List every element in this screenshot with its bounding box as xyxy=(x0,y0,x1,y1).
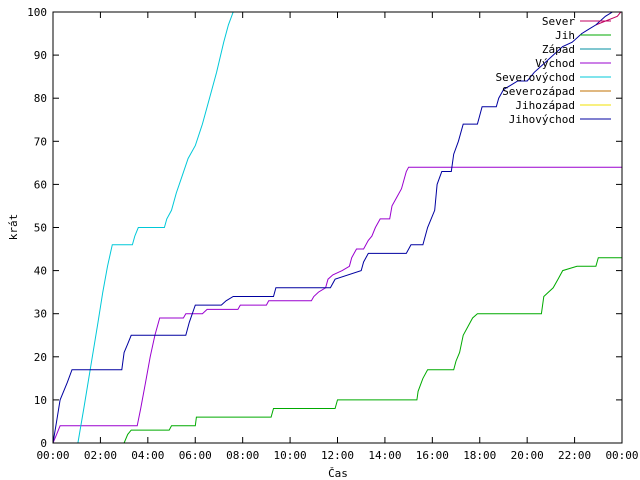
x-tick-label: 06:00 xyxy=(179,449,212,462)
x-tick-label: 16:00 xyxy=(416,449,449,462)
x-tick-label: 10:00 xyxy=(274,449,307,462)
x-tick-label: 08:00 xyxy=(226,449,259,462)
series-line-8 xyxy=(53,12,613,443)
x-tick-label: 00:00 xyxy=(36,449,69,462)
series-group xyxy=(53,12,622,443)
legend-label-7: Jihozápad xyxy=(515,99,575,112)
legend-label-2: Jih xyxy=(555,29,575,42)
y-tick-label: 30 xyxy=(34,308,47,321)
y-tick-label: 90 xyxy=(34,49,47,62)
legend-label-3: Západ xyxy=(542,43,575,56)
axis-layer: 00:00 02:00 04:00 06:00 08:00 10:00 12:00 14:00… xyxy=(27,6,638,462)
series-layer xyxy=(53,12,622,443)
y-tick-label: 0 xyxy=(40,437,47,450)
legend-label-1: Sever xyxy=(542,15,575,28)
x-tick-label: 20:00 xyxy=(511,449,544,462)
legend-label-5: Severovýchod xyxy=(496,71,575,84)
y-tick-label: 10 xyxy=(34,394,47,407)
legend-label-6: Severozápad xyxy=(502,85,575,98)
y-tick-label: 50 xyxy=(34,222,47,235)
x-axis-title: Čas xyxy=(328,467,348,480)
x-tick-label: 02:00 xyxy=(84,449,117,462)
series-line-4 xyxy=(53,166,622,443)
y-tick-label: 100 xyxy=(27,6,47,19)
x-tick-label: 04:00 xyxy=(131,449,164,462)
legend-label-8: Jihovýchod xyxy=(509,113,575,126)
series-line-1 xyxy=(595,12,622,26)
series-line-2 xyxy=(53,257,622,443)
y-tick-label: 70 xyxy=(34,135,47,148)
y-tick-label: 60 xyxy=(34,178,47,191)
legend-label-4: Východ xyxy=(535,57,575,70)
y-tick-label: 80 xyxy=(34,92,47,105)
y-tick-label: 20 xyxy=(34,351,47,364)
x-tick-label: 22:00 xyxy=(558,449,591,462)
x-tick-label: 18:00 xyxy=(463,449,496,462)
x-tick-label: 00:00 xyxy=(605,449,638,462)
x-tick-label: 14:00 xyxy=(368,449,401,462)
y-tick-label: 40 xyxy=(34,265,47,278)
series-line-5 xyxy=(77,12,234,443)
x-tick-label: 12:00 xyxy=(321,449,354,462)
y-axis-title: krát xyxy=(7,214,20,241)
legend: SeverJihZápadVýchodSeverovýchodSeverozáp… xyxy=(496,15,611,126)
